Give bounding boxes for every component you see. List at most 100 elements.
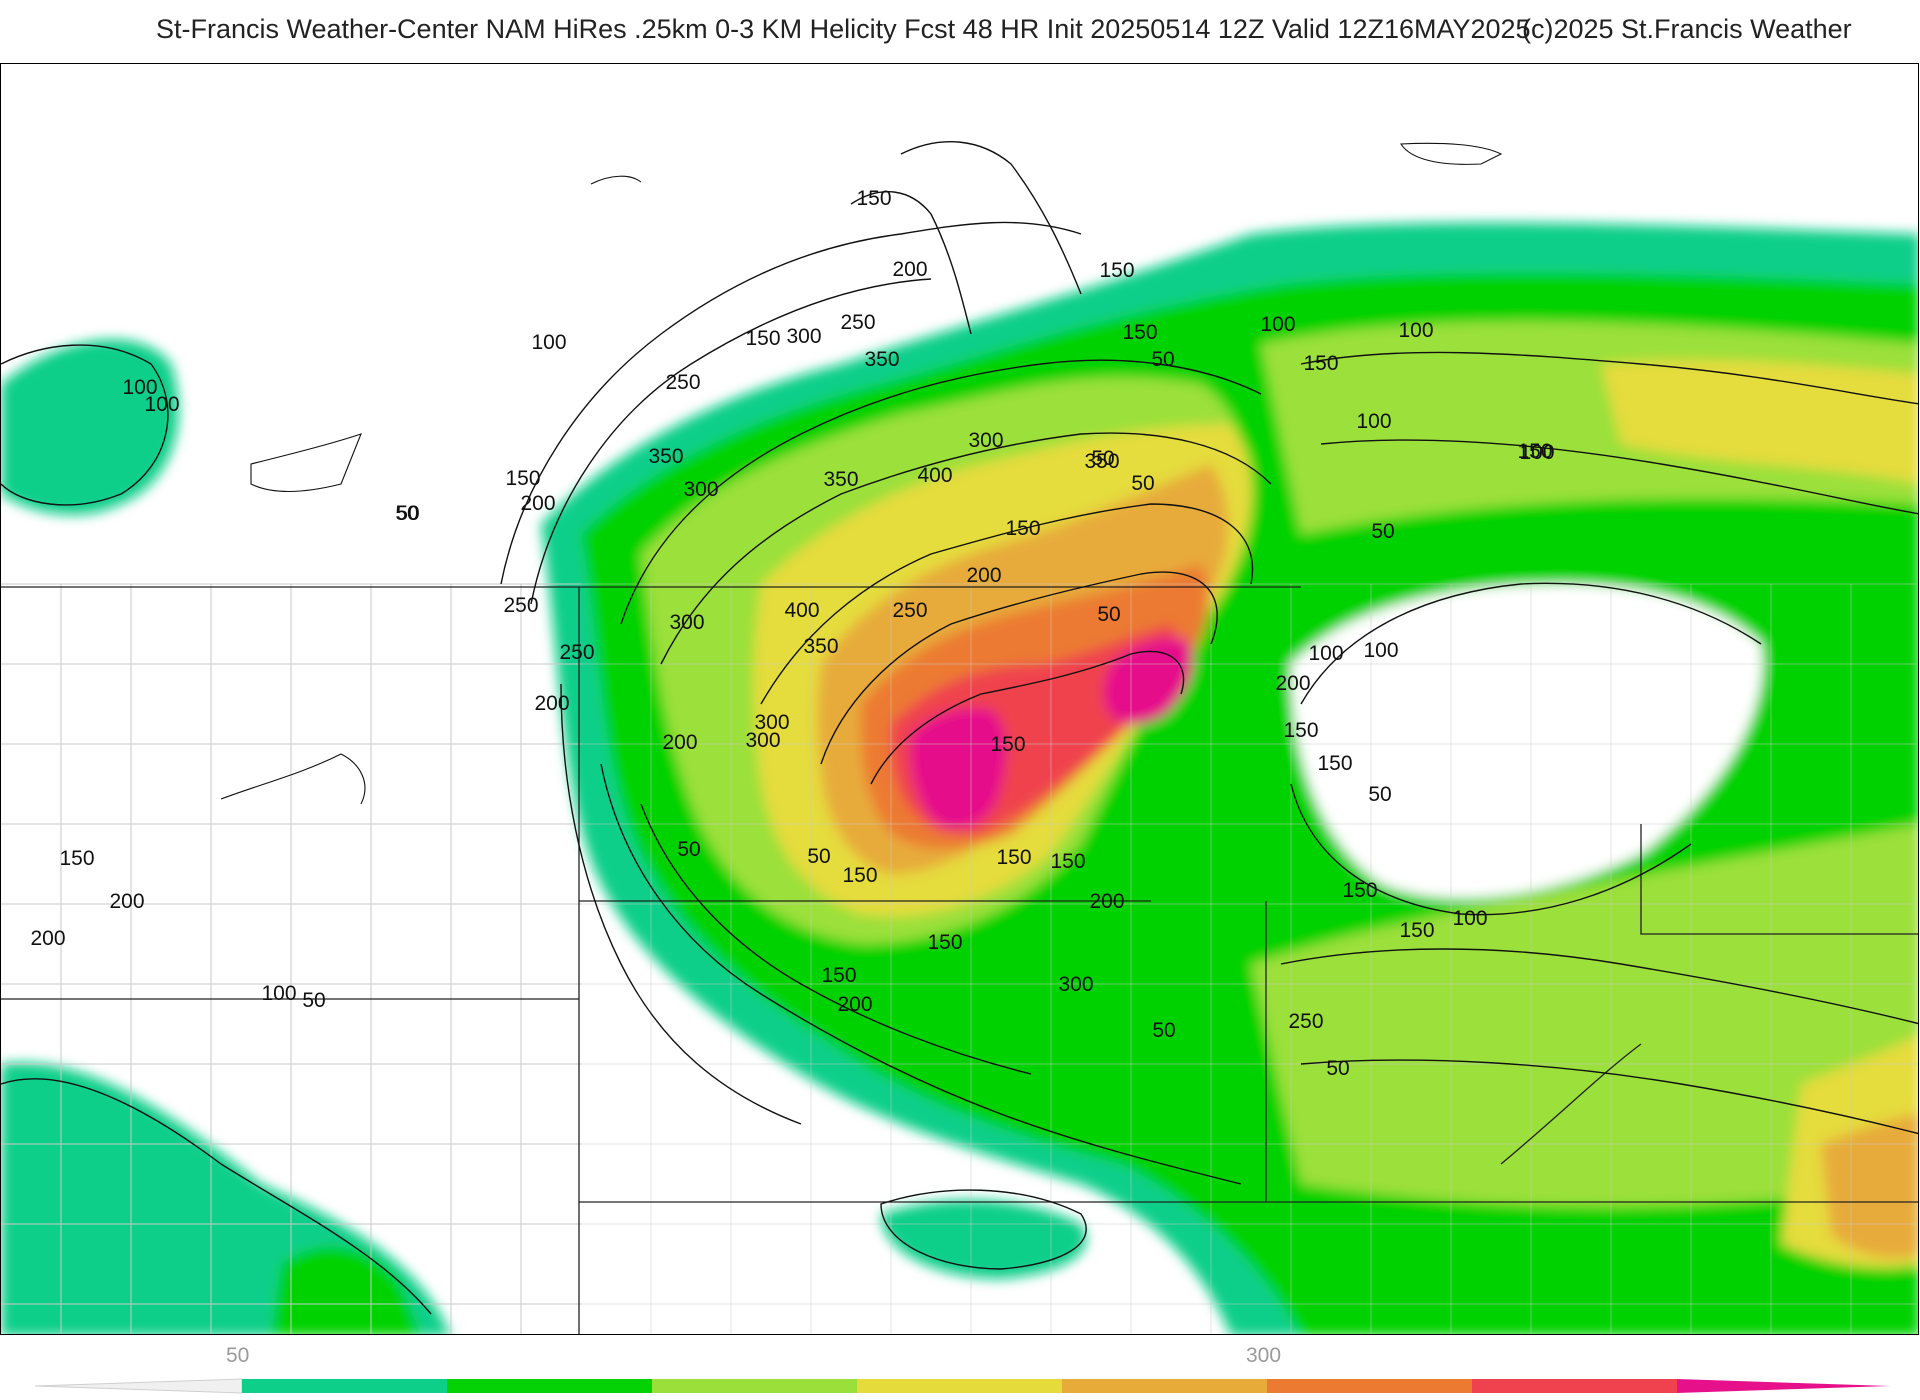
contour-label: 150 [1050, 850, 1085, 873]
contour-label: 150 [996, 846, 1031, 869]
colorbar-swatch [1472, 1379, 1677, 1393]
colorbar-tick-50: 50 [226, 1344, 250, 1367]
contour-label: 200 [520, 492, 555, 515]
contour-label: 250 [559, 641, 594, 664]
shade-400-plus-west [909, 707, 1007, 829]
colorbar [34, 1378, 1890, 1394]
colorbar-min-arrow [34, 1378, 243, 1394]
contour-label: 300 [968, 429, 1003, 452]
contour-label: 150 [745, 327, 780, 350]
contour-label: 150 [842, 864, 877, 887]
contour-label: 100 [1363, 639, 1398, 662]
contour-label: 100 [1452, 907, 1487, 930]
contour-label: 200 [30, 927, 65, 950]
contour-label: 200 [1275, 672, 1310, 695]
contour-label: 150 [1099, 259, 1134, 282]
contour-label: 50 [302, 989, 325, 1012]
contour-label: 50 [677, 838, 700, 861]
contour-label: 100 [122, 376, 157, 399]
contour-label: 350 [1084, 450, 1119, 473]
contour-label: 100 [531, 331, 566, 354]
contour-label: 250 [503, 594, 538, 617]
map-panel: 150 100 150 300 200 250 350 250 300 350 350 400 350 1… [0, 63, 1919, 1335]
contour-label: 400 [917, 464, 952, 487]
colorbar-swatch [447, 1379, 652, 1393]
shade-south-islands [881, 1200, 1087, 1279]
contour-label: 150 [1303, 352, 1338, 375]
contour-label: 50 [396, 502, 419, 525]
low-area-east [1291, 584, 1763, 899]
contour-label: 200 [109, 890, 144, 913]
contour-label: 100 [1519, 441, 1554, 464]
coastline [220, 142, 1503, 805]
contour-label: 50 [1131, 472, 1154, 495]
contour-label: 150 [856, 187, 891, 210]
chart-title: St-Francis Weather-Center NAM HiRes .25k… [0, 14, 1920, 54]
contour-label: 300 [745, 729, 780, 752]
colorbar-swatch [652, 1379, 857, 1393]
helicity-shading [1, 222, 1918, 1334]
contour-lines [1, 140, 1918, 1315]
colorbar-swatch [1267, 1379, 1472, 1393]
contour-label: 100 [261, 982, 296, 1005]
contour-label: 250 [665, 371, 700, 394]
contour-label: 50 [1152, 1019, 1175, 1042]
contour-label: 300 [754, 711, 789, 734]
shade-400-plus-east [1103, 637, 1194, 725]
contour-label: 300 [786, 325, 821, 348]
colorbar-max-arrow [1677, 1379, 1890, 1393]
colorbar-swatch [242, 1379, 447, 1393]
contour-label: 200 [966, 564, 1001, 587]
contour-label: 50 [807, 845, 830, 868]
contour-label: 50 [395, 502, 418, 525]
contour-label: 250 [892, 599, 927, 622]
contour-label: 200 [1089, 890, 1124, 913]
title-text: St-Francis Weather-Center NAM HiRes .25k… [156, 14, 1531, 44]
contour-label: 300 [683, 478, 718, 501]
shade-west-nw [1, 339, 179, 515]
colorbar-swatch [1062, 1379, 1267, 1393]
contour-label: 150 [1122, 321, 1157, 344]
contour-label: 350 [823, 468, 858, 491]
contour-label: 200 [837, 993, 872, 1016]
contour-label: 50 [1097, 603, 1120, 626]
contour-label: 100 [1260, 313, 1295, 336]
contour-label: 350 [803, 635, 838, 658]
contour-label: 200 [534, 692, 569, 715]
colorbar-swatches [34, 1378, 1890, 1394]
contour-label: 200 [892, 258, 927, 281]
contour-label: 150 [927, 931, 962, 954]
contour-label: 150 [821, 964, 856, 987]
contour-label: 150 [1342, 879, 1377, 902]
contour-label: 50 [1368, 783, 1391, 806]
contour-label: 150 [59, 847, 94, 870]
contour-label: 250 [840, 311, 875, 334]
colorbar-swatch [857, 1379, 1062, 1393]
contour-label: 150 [1317, 752, 1352, 775]
contour-label: 200 [662, 731, 697, 754]
shade-150-200-east [1251, 321, 1918, 1207]
contour-label: 100 [1356, 410, 1391, 433]
contour-label: 150 [990, 733, 1025, 756]
shade-250-300-east [1821, 1114, 1918, 1258]
contour-label: 150 [1399, 919, 1434, 942]
contour-label: 350 [648, 445, 683, 468]
contour-label: 50 [1326, 1057, 1349, 1080]
contour-label: 300 [669, 611, 704, 634]
contour-label: 100 [144, 393, 179, 416]
contour-label: 150 [1283, 719, 1318, 742]
contour-label: 300 [1058, 973, 1093, 996]
contour-label: 50 [1091, 447, 1114, 470]
contour-label: 350 [864, 348, 899, 371]
colorbar-tick-300: 300 [1246, 1344, 1282, 1367]
contour-label: 100 [1398, 319, 1433, 342]
contour-label: 150 [1517, 440, 1552, 463]
contour-label: 50 [1371, 520, 1394, 543]
shade-west-sw2 [271, 1246, 421, 1334]
contour-label: 100 [1308, 642, 1343, 665]
contour-label: 150 [505, 467, 540, 490]
map-borders [1, 140, 1918, 1334]
contour-label: 250 [1288, 1010, 1323, 1033]
